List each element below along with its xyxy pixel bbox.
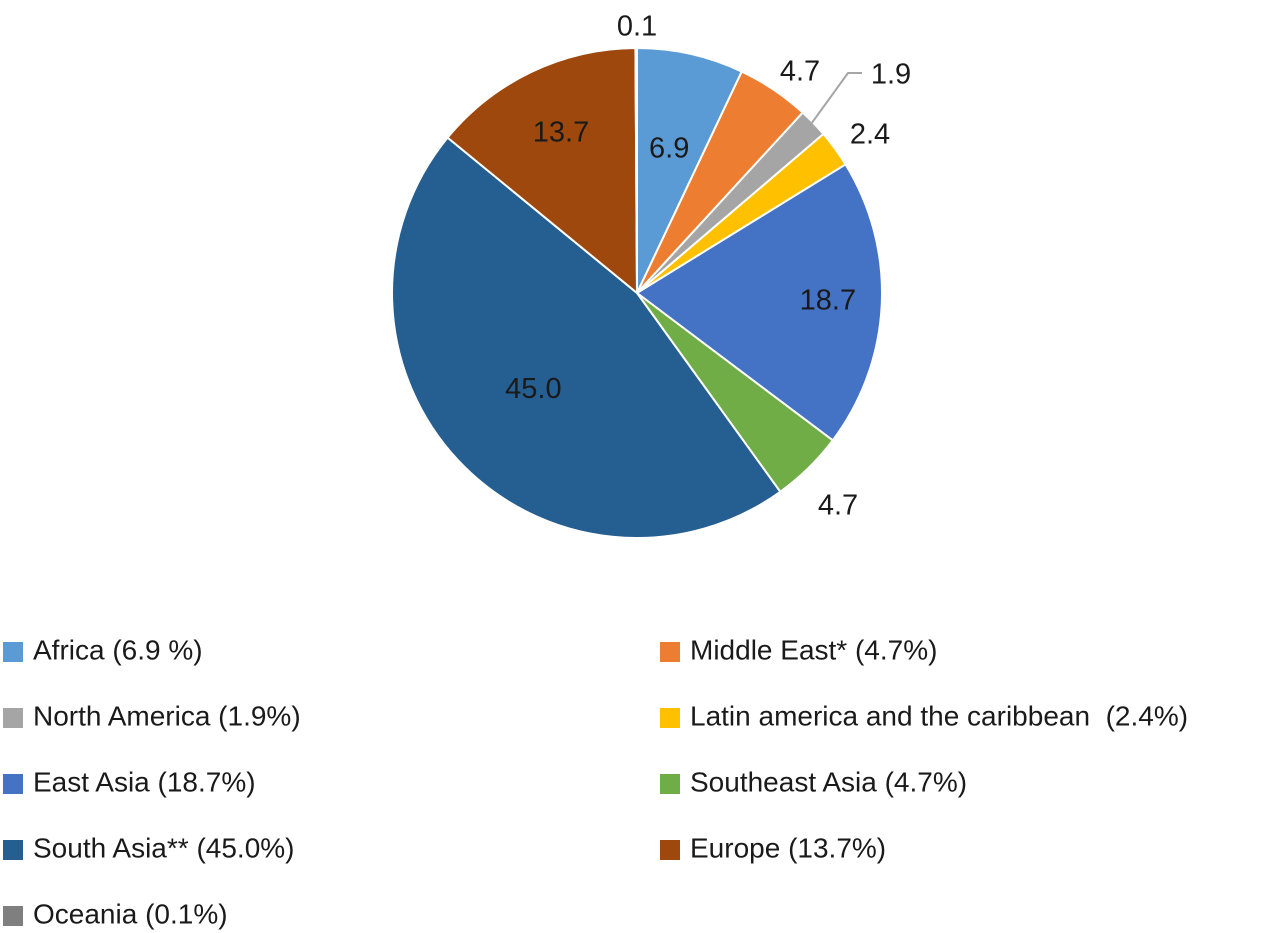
data-label-oceania: 0.1 bbox=[617, 11, 657, 43]
pie-slices bbox=[391, 46, 883, 539]
legend-swatch-south-asia bbox=[3, 840, 23, 860]
legend-swatch-oceania bbox=[3, 906, 23, 926]
legend: Africa (6.9 %) Middle East* (4.7%) North A… bbox=[3, 634, 1188, 929]
legend-label-south-asia: South Asia** (45.0%) bbox=[33, 832, 295, 863]
legend-label-east-asia: East Asia (18.7%) bbox=[33, 766, 256, 797]
slice-oceania bbox=[634, 46, 638, 294]
legend-label-europe: Europe (13.7%) bbox=[690, 832, 886, 863]
data-label-africa: 6.9 bbox=[649, 132, 689, 164]
data-label-east-asia: 18.7 bbox=[800, 285, 856, 317]
legend-swatch-latin-america-and-the-caribbean bbox=[660, 708, 680, 728]
legend-label-southeast-asia: Southeast Asia (4.7%) bbox=[690, 766, 967, 797]
legend-swatch-southeast-asia bbox=[660, 774, 680, 794]
data-label-south-asia: 45.0 bbox=[505, 373, 561, 405]
legend-label-oceania: Oceania (0.1%) bbox=[33, 898, 228, 929]
data-labels: 6.9 4.7 1.9 2.4 18.7 4.7 45.0 13.7 0.1 bbox=[505, 11, 911, 522]
data-label-southeast-asia: 4.7 bbox=[818, 490, 858, 522]
legend-swatch-north-america bbox=[3, 708, 23, 728]
data-label-latin-america-and-the-caribbean: 2.4 bbox=[850, 119, 890, 151]
legend-label-africa: Africa (6.9 %) bbox=[33, 634, 203, 665]
data-label-europe: 13.7 bbox=[533, 116, 589, 148]
legend-swatch-middle-east bbox=[660, 642, 680, 662]
legend-label-north-america: North America (1.9%) bbox=[33, 700, 301, 731]
slice-south-asia bbox=[391, 136, 782, 539]
slice-east-asia bbox=[635, 163, 883, 442]
slice-africa bbox=[636, 46, 744, 294]
leader-line-north-america bbox=[807, 72, 862, 129]
legend-label-middle-east: Middle East* (4.7%) bbox=[690, 634, 937, 665]
legend-swatch-europe bbox=[660, 840, 680, 860]
leader-lines bbox=[807, 72, 862, 129]
data-label-north-america: 1.9 bbox=[871, 59, 911, 91]
data-label-middle-east: 4.7 bbox=[780, 56, 820, 88]
legend-swatch-east-asia bbox=[3, 774, 23, 794]
legend-label-latin-america-and-the-caribbean: Latin america and the caribbean (2.4%) bbox=[690, 700, 1188, 731]
slice-europe bbox=[446, 47, 639, 296]
legend-swatch-africa bbox=[3, 642, 23, 662]
